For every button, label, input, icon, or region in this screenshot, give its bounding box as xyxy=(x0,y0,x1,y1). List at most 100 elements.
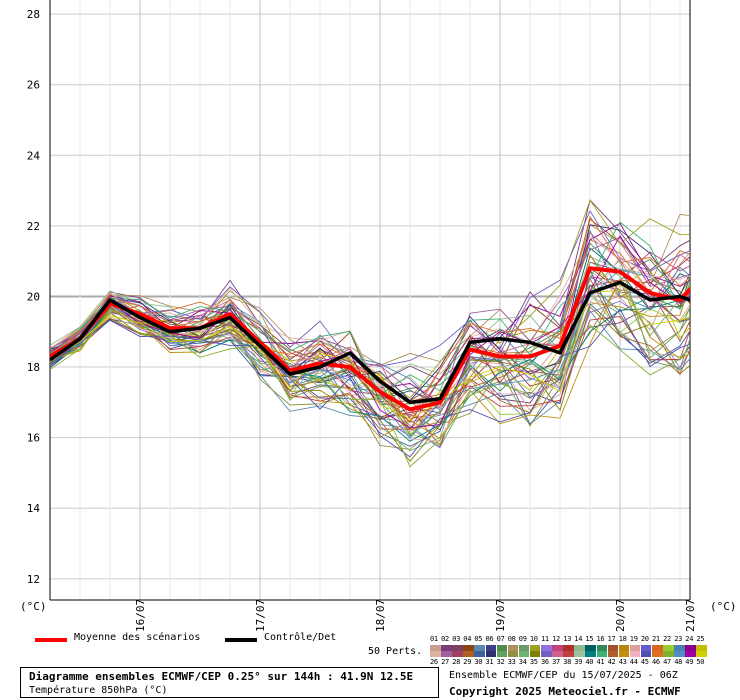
pert-number-label: 28 xyxy=(452,658,461,666)
pert-color-box xyxy=(607,645,619,651)
pert-color-box xyxy=(685,651,696,657)
pert-number-label: 17 xyxy=(607,635,616,643)
pert-color-box xyxy=(529,645,541,651)
pert-number-label: 35 xyxy=(529,658,538,666)
pert-color-box xyxy=(452,645,463,651)
ensemble-member-line xyxy=(50,236,690,408)
pert-color-box xyxy=(518,645,530,651)
ensemble-run-info: Ensemble ECMWF/CEP du 15/07/2025 - 06Z xyxy=(449,670,678,681)
pert-color-box xyxy=(574,645,585,651)
ensemble-member-line xyxy=(50,303,690,447)
plot-background xyxy=(50,0,690,600)
pert-number-label: 26 xyxy=(430,658,438,666)
unit-label-left: (°C) xyxy=(20,600,47,613)
pert-number-label: 29 xyxy=(463,658,472,666)
pert-number-label: 46 xyxy=(652,658,660,666)
pert-number-label: 19 xyxy=(629,635,638,643)
control-series-line xyxy=(50,280,690,405)
pert-color-box xyxy=(563,651,574,657)
y-tick-label: 28 xyxy=(27,8,40,21)
x-tick-label: 21/07 xyxy=(684,599,697,632)
pert-color-box xyxy=(441,651,452,657)
ensemble-member-line xyxy=(50,306,690,430)
pert-number-label: 25 xyxy=(696,635,705,643)
y-tick-label: 16 xyxy=(27,432,40,445)
copyright-text: Copyright 2025 Meteociel.fr - ECMWF xyxy=(449,685,681,698)
ensemble-member-line xyxy=(50,308,690,468)
x-tick-label: 19/07 xyxy=(494,599,507,632)
ensemble-member-line xyxy=(50,231,690,419)
pert-color-box xyxy=(563,645,574,651)
pert-number-label: 31 xyxy=(485,658,494,666)
pert-color-box xyxy=(674,645,685,651)
ensemble-member-line xyxy=(50,209,690,367)
pert-number-label: 12 xyxy=(552,635,560,643)
y-tick-label: 24 xyxy=(27,149,41,162)
pert-number-label: 04 xyxy=(463,635,472,643)
pert-color-box xyxy=(585,645,596,651)
pert-color-box xyxy=(496,645,508,651)
pert-color-box xyxy=(474,645,485,651)
pert-number-label: 37 xyxy=(552,658,560,666)
pert-color-box xyxy=(463,645,474,651)
pert-color-box xyxy=(629,651,641,657)
pert-color-box xyxy=(607,651,619,657)
pert-number-label: 10 xyxy=(529,635,538,643)
pert-number-label: 36 xyxy=(541,658,549,666)
pert-color-box xyxy=(596,651,607,657)
y-tick-label: 18 xyxy=(27,361,40,374)
mean-legend-swatch xyxy=(35,638,67,642)
pert-color-box xyxy=(485,645,496,651)
pert-number-label: 14 xyxy=(574,635,583,643)
pert-number-label: 33 xyxy=(507,658,516,666)
pert-color-box xyxy=(452,651,463,657)
ensemble-members xyxy=(50,199,690,468)
pert-color-box xyxy=(674,651,685,657)
pert-color-box xyxy=(541,651,552,657)
pert-number-label: 48 xyxy=(674,658,683,666)
mean-series-line xyxy=(50,266,690,412)
ensemble-member-line xyxy=(50,221,690,396)
pert-number-label: 08 xyxy=(507,635,516,643)
pert-number-label: 27 xyxy=(441,658,449,666)
pert-number-label: 44 xyxy=(629,658,638,666)
pert-number-label: 23 xyxy=(674,635,683,643)
pert-number-label: 41 xyxy=(596,658,605,666)
pert-color-box xyxy=(441,645,452,651)
ensemble-member-line xyxy=(50,299,690,442)
pert-number-label: 21 xyxy=(652,635,660,643)
pert-color-box xyxy=(529,651,541,657)
pert-number-label: 07 xyxy=(496,635,505,643)
pert-color-box xyxy=(507,651,519,657)
x-tick-label: 17/07 xyxy=(254,599,267,632)
pert-number-label: 45 xyxy=(640,658,649,666)
pert-number-label: 16 xyxy=(596,635,605,643)
pert-number-label: 38 xyxy=(563,658,572,666)
pert-color-box xyxy=(663,645,674,651)
pert-number-label: 50 xyxy=(696,658,705,666)
y-tick-label: 22 xyxy=(27,220,40,233)
pert-color-box xyxy=(596,645,607,651)
ensemble-member-line xyxy=(50,290,690,420)
pert-color-box xyxy=(430,651,441,657)
pert-number-label: 24 xyxy=(685,635,694,643)
perts-label: 50 Perts. xyxy=(368,646,423,657)
pert-color-box xyxy=(518,651,530,657)
pert-number-label: 47 xyxy=(663,658,671,666)
pert-color-box xyxy=(463,651,474,657)
pert-color-box xyxy=(629,645,641,651)
pert-color-box xyxy=(485,651,496,657)
pert-color-box xyxy=(474,651,485,657)
pert-number-label: 06 xyxy=(485,635,494,643)
pert-color-box xyxy=(640,645,652,651)
pert-number-label: 43 xyxy=(618,658,627,666)
pert-number-label: 20 xyxy=(640,635,649,643)
pert-color-box xyxy=(507,645,519,651)
pert-number-label: 30 xyxy=(474,658,483,666)
ensemble-member-line xyxy=(50,256,690,382)
pert-number-label: 03 xyxy=(452,635,461,643)
pert-color-box xyxy=(430,645,441,651)
pert-number-label: 09 xyxy=(518,635,527,643)
pert-color-box xyxy=(652,651,663,657)
pert-color-box xyxy=(640,651,652,657)
